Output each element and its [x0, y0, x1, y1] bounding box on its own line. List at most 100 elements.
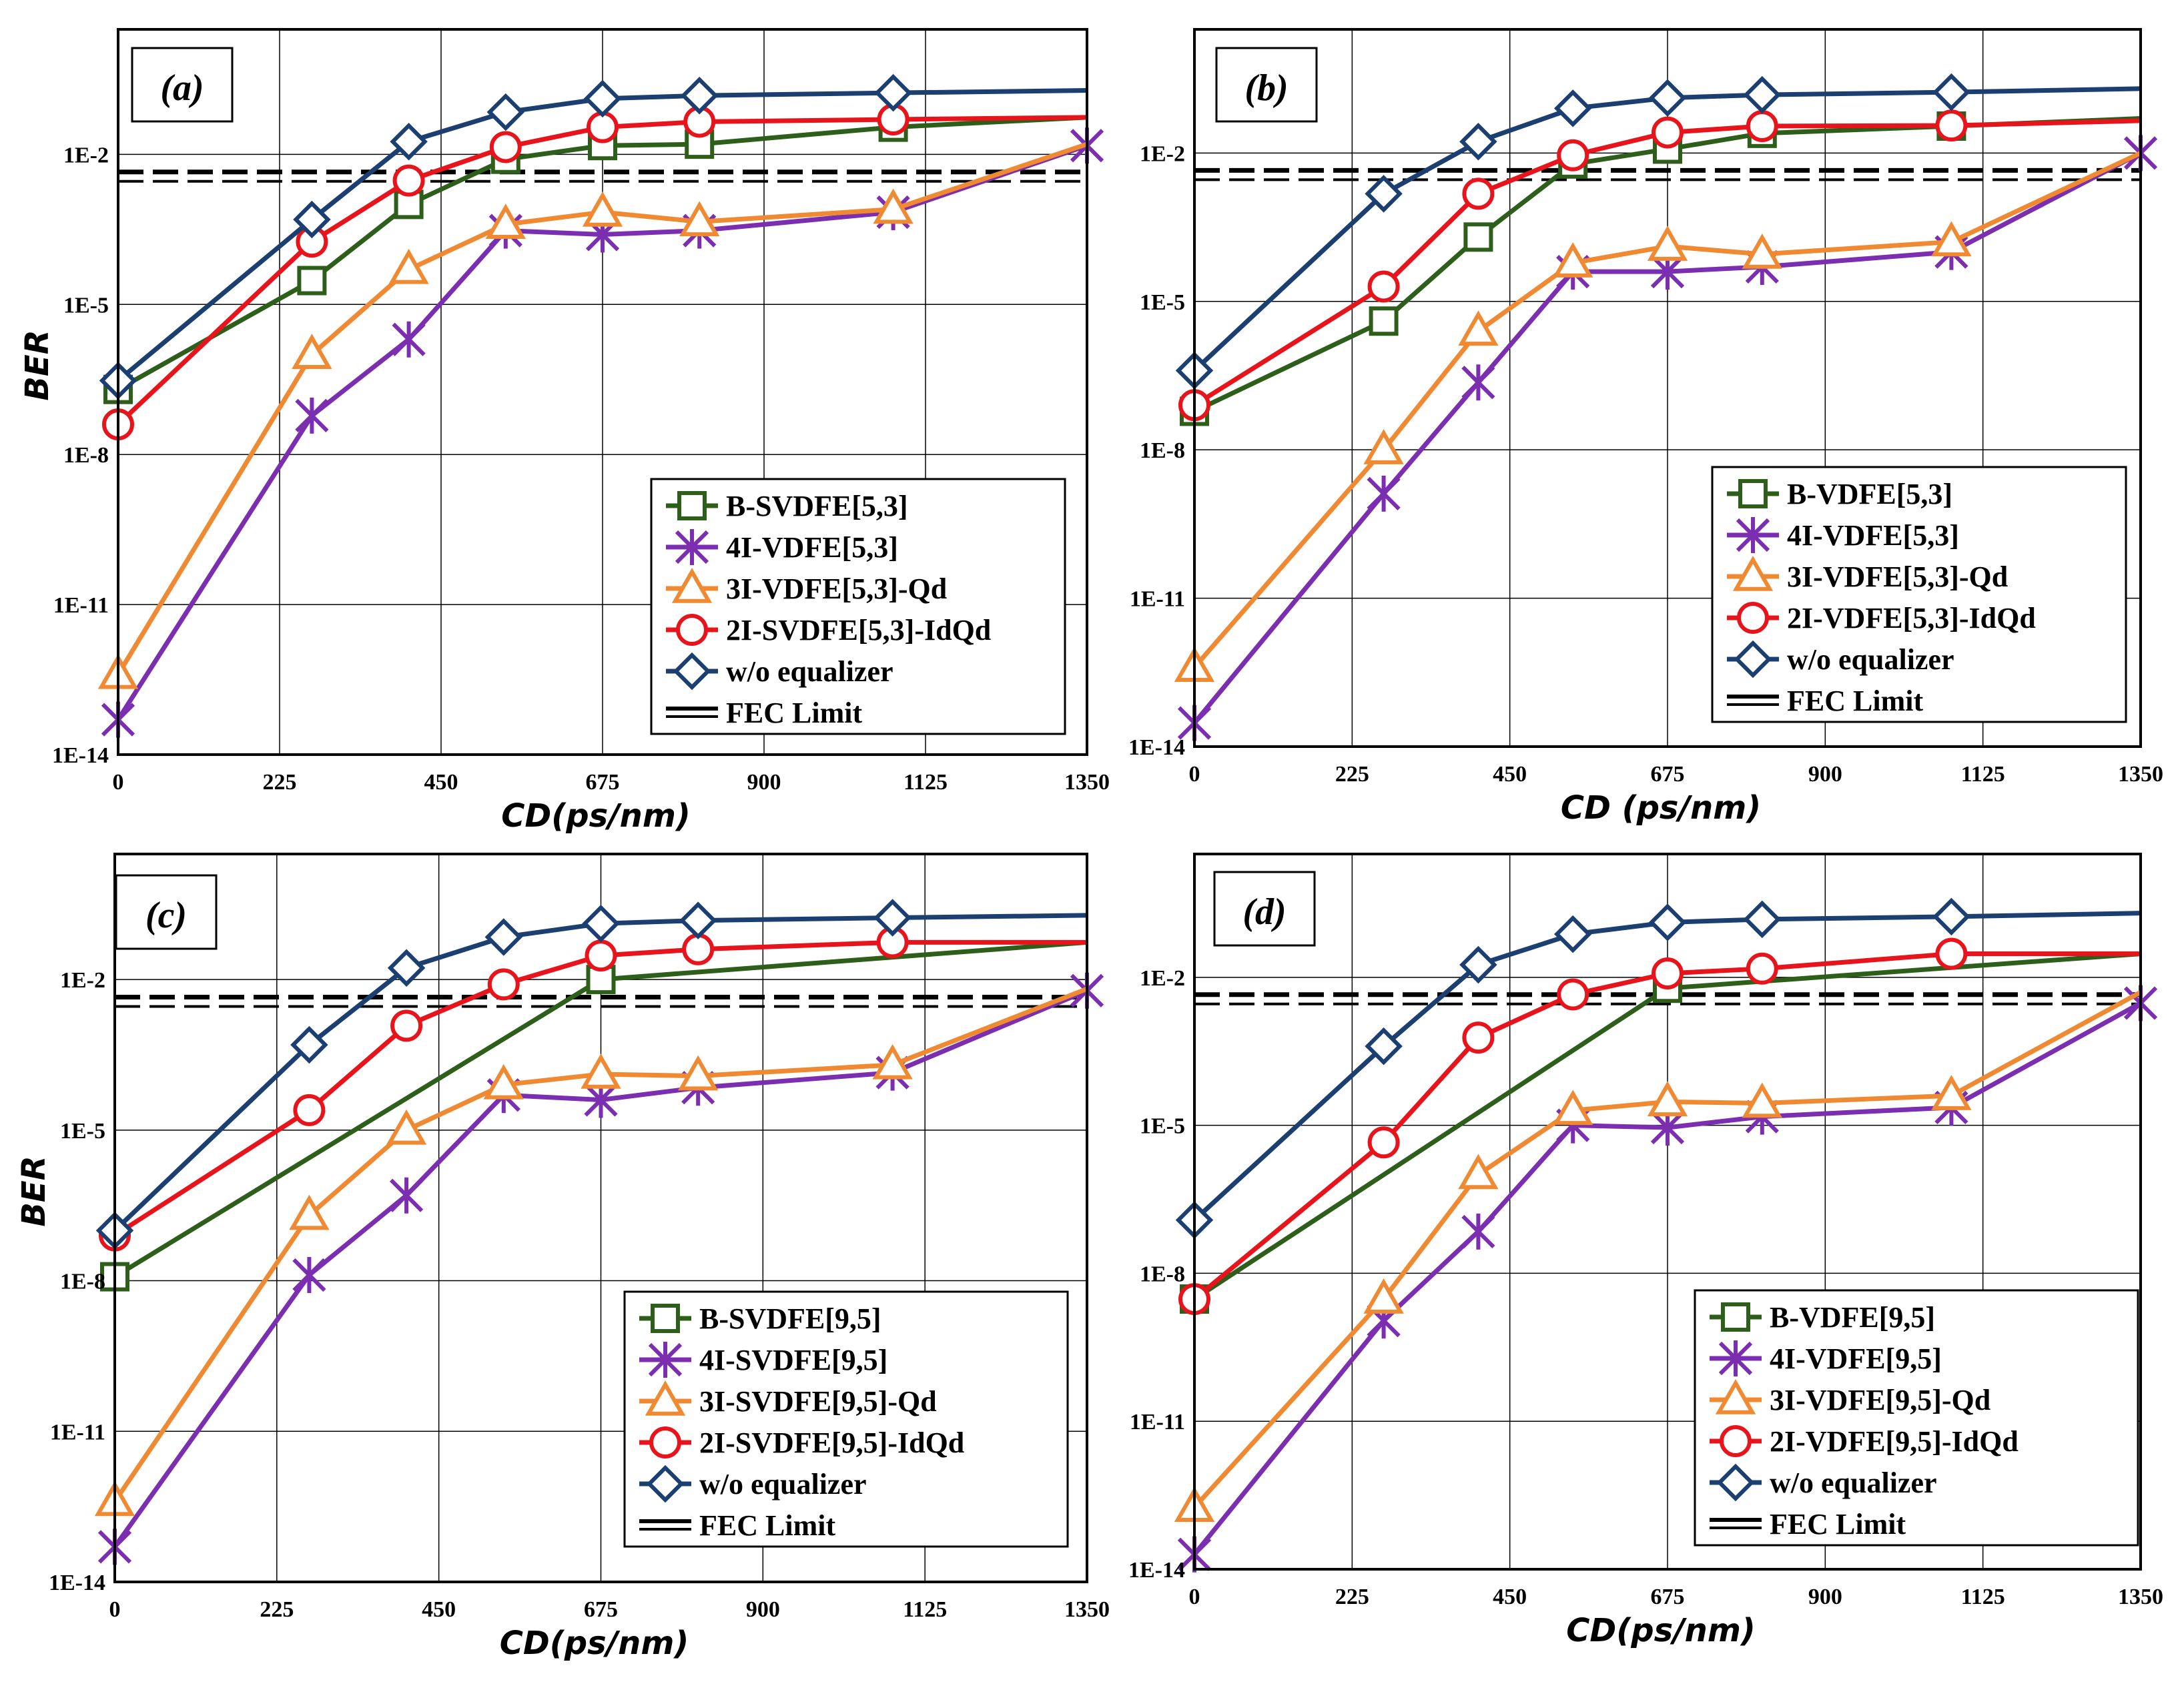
- panel-c-legend-marker-0: [651, 1304, 680, 1333]
- panel-d-label-box: [1213, 871, 1316, 947]
- panel-c-series-3-line: [115, 939, 1087, 1238]
- panel-c-xtick-0: 0: [109, 1597, 121, 1622]
- panel-b-xtick-2: 450: [1493, 762, 1527, 787]
- panel-d-x-axis-title: CD(ps/nm): [1566, 1612, 1756, 1649]
- panel-a-xtick-6: 1350: [1064, 770, 1110, 795]
- panel-a-legend-marker-2: [671, 567, 713, 603]
- panel-b-ytick-4: 1E-14: [1128, 735, 1185, 760]
- panel-d-series-2: [1174, 990, 2141, 1522]
- panel-c-series-3-point-5: [682, 933, 715, 965]
- panel-b-legend-label-4: w/o equalizer: [1787, 643, 1954, 676]
- panel-b-series-2-point-6: [1931, 221, 1972, 257]
- panel-b-xtick-0: 0: [1189, 762, 1200, 787]
- panel-c-frame: [113, 853, 1088, 1583]
- panel-a-label: (a): [160, 67, 204, 109]
- panel-c-xtick-6: 1350: [1064, 1597, 1110, 1622]
- panel-c-series-1-point-1: [292, 1256, 326, 1293]
- panel-a-series-4-point-5: [680, 77, 719, 115]
- panel-c-legend-label-1: 4I-SVDFE[9,5]: [699, 1344, 887, 1376]
- panel-d-xtick-0: 0: [1189, 1585, 1200, 1609]
- panel-c-xtick-2: 450: [422, 1597, 456, 1622]
- panel-b-series-1-point-2: [1461, 364, 1495, 401]
- panel-b-legend-box: [1711, 466, 2127, 723]
- panel-d-series-2-point-5: [1742, 1082, 1782, 1118]
- panel-a-x-axis-title: CD(ps/nm): [501, 797, 691, 835]
- panel-d-series-2-line: [1194, 990, 2141, 1509]
- panel-a-ytick-2: 1E-8: [63, 443, 109, 468]
- panel-c-legend-label-5: FEC Limit: [699, 1509, 835, 1542]
- panel-a-series-3-line: [118, 115, 1087, 426]
- panel-d-series-3: [1178, 937, 2141, 1316]
- panel-d-series-4-line: [1194, 911, 2141, 1222]
- panel-b-legend-marker-1: [1736, 517, 1770, 553]
- panel-c-label: (c): [145, 895, 187, 936]
- panel-c-series-3: [99, 926, 1087, 1252]
- panel-b-legend-label-0: B-VDFE[5,3]: [1787, 478, 1952, 510]
- panel-a-series-2-point-6: [873, 188, 914, 224]
- panel-d-series-4-point-5: [1743, 900, 1782, 939]
- panel-c-series-4-point-4: [582, 905, 620, 943]
- panel-c-series-1-line: [115, 988, 1087, 1549]
- panel-c-series-4-point-2: [387, 949, 426, 987]
- panel-a-series-0-line: [118, 115, 1087, 392]
- panel-a-xtick-3: 675: [586, 770, 620, 795]
- panel-c-legend-label-4: w/o equalizer: [699, 1468, 867, 1501]
- panel-b-series-4-point-3: [1553, 89, 1592, 127]
- panel-b-series-1-point-1: [1367, 475, 1401, 512]
- panel-a-legend-label-0: B-SVDFE[5,3]: [726, 490, 908, 522]
- panel-c-series-2-point-1: [289, 1194, 330, 1230]
- panel-c-series-4-point-6: [873, 899, 912, 937]
- panel-c-ytick-1: 1E-5: [60, 1119, 105, 1144]
- panel-c-ytick-2: 1E-8: [60, 1270, 105, 1294]
- panel-b-series-3-point-4: [1652, 116, 1684, 149]
- panel-a-legend-box: [650, 478, 1066, 735]
- panel-a-legend-marker-4: [673, 652, 711, 691]
- panel-c-series-3-point-4: [585, 939, 617, 972]
- panel-b-series-3-point-1: [1367, 270, 1400, 303]
- panel-c-series-4-point-5: [679, 901, 717, 939]
- panel-d-series-4-point-3: [1553, 915, 1592, 953]
- panel-c-legend-box: [623, 1290, 1069, 1548]
- panel-b-legend-label-3: 2I-VDFE[5,3]-IdQd: [1787, 602, 2036, 635]
- panel-b-xtick-4: 900: [1808, 762, 1842, 787]
- panel-c-xtick-1: 225: [260, 1597, 294, 1622]
- panel-a-series-2-point-1: [292, 334, 332, 370]
- panel-a-series-2-line: [118, 141, 1087, 676]
- panel-b-ytick-3: 1E-11: [1130, 587, 1185, 612]
- panel-c-series-4-point-1: [290, 1025, 328, 1064]
- panel-b-series-0: [1180, 111, 2141, 426]
- panel-a-series-0-point-1: [297, 266, 327, 296]
- panel-d-series-2-point-4: [1647, 1081, 1688, 1117]
- panel-a-series-4: [99, 73, 1087, 400]
- panel-a-series-2-point-4: [582, 191, 623, 227]
- panel-d-series-2-point-6: [1931, 1075, 1972, 1110]
- panel-c-x-axis-title: CD(ps/nm): [500, 1625, 689, 1662]
- panel-c-series-0: [100, 939, 1087, 1292]
- panel-c-series-2: [94, 986, 1087, 1517]
- panel-c-y-axis-title: BER: [15, 1156, 53, 1226]
- panel-d-legend-marker-1: [1718, 1340, 1753, 1376]
- panel-d-xtick-3: 675: [1651, 1585, 1685, 1609]
- panel-a-series-4-line: [118, 88, 1087, 383]
- panel-a-series-3-point-3: [489, 131, 522, 163]
- panel-d-legend-marker-0: [1721, 1302, 1750, 1332]
- panel-c-series-2-point-2: [386, 1109, 427, 1145]
- panel-a-ytick-4: 1E-14: [52, 743, 109, 768]
- panel-c-xtick-3: 675: [584, 1597, 618, 1622]
- panel-c-series-3-point-1: [293, 1094, 326, 1126]
- panel-d-series-3-point-1: [1367, 1126, 1400, 1159]
- panel-c-series-3-point-3: [487, 968, 520, 1001]
- panel-c-series-3-point-2: [390, 1009, 423, 1042]
- panel-b-legend-marker-2: [1732, 555, 1774, 591]
- panel-a-legend-label-4: w/o equalizer: [726, 655, 893, 688]
- panel-b-frame: [1193, 28, 2142, 748]
- panel-c-ytick-3: 1E-11: [50, 1420, 105, 1444]
- panel-c-series-4: [95, 899, 1087, 1250]
- panel-b-series-0-point-2: [1463, 222, 1493, 252]
- panel-d-legend-box: [1694, 1289, 2139, 1547]
- panel-a-label-box: [131, 47, 234, 123]
- panel-b-series-3-point-5: [1746, 110, 1778, 143]
- panel-d-series-4-point-4: [1648, 903, 1687, 941]
- panel-d-ytick-1: 1E-5: [1140, 1114, 1185, 1139]
